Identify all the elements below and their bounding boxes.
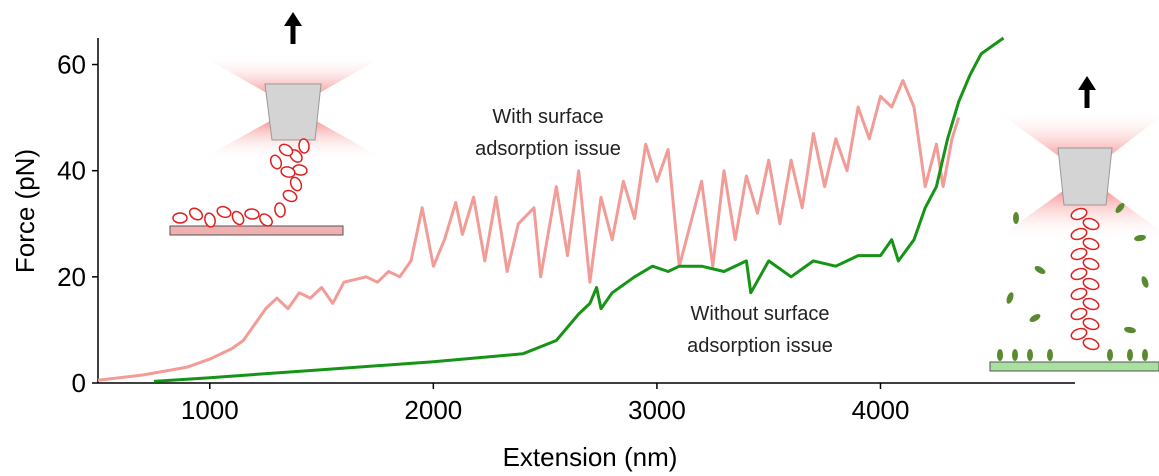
shape — [1082, 317, 1100, 331]
shape — [1115, 203, 1125, 213]
surface — [989, 361, 1159, 372]
shape — [1013, 212, 1019, 224]
shape — [1070, 327, 1088, 341]
shape — [289, 176, 303, 192]
laser-beam — [995, 110, 1159, 175]
shape — [1107, 349, 1113, 361]
shape — [282, 189, 298, 203]
shape — [997, 349, 1003, 361]
shape — [1142, 349, 1148, 361]
shape — [231, 210, 245, 226]
shape — [1082, 237, 1100, 251]
shape — [1134, 234, 1146, 242]
shape — [244, 208, 260, 220]
shape — [1082, 297, 1100, 311]
shape — [1012, 349, 1018, 361]
x-tick-label: 4000 — [852, 395, 910, 425]
annotation: Without surface adsorption issue — [687, 303, 833, 357]
shape — [1047, 349, 1053, 361]
shape — [1029, 314, 1041, 322]
shape — [1124, 326, 1136, 334]
shape — [1070, 207, 1088, 221]
shape — [1141, 276, 1149, 288]
shape — [269, 154, 283, 170]
shape — [1006, 292, 1014, 304]
y-tick-label: 20 — [57, 262, 86, 292]
shape — [1082, 277, 1100, 291]
arrow-head — [284, 12, 302, 26]
shape — [1127, 349, 1133, 361]
shape — [1082, 217, 1100, 231]
illustration-right — [989, 76, 1159, 372]
bead-holder — [1057, 147, 1113, 206]
shape — [1070, 267, 1088, 281]
shape — [259, 213, 273, 227]
shape — [280, 166, 296, 178]
shape — [298, 138, 310, 154]
shape — [188, 207, 204, 221]
bead-holder — [264, 83, 322, 141]
shape — [172, 212, 188, 224]
surface — [169, 225, 344, 236]
y-axis-label: Force (pN) — [10, 149, 40, 273]
data-line — [97, 79, 961, 382]
shape — [1070, 287, 1088, 301]
annotation: With surface adsorption issue — [475, 106, 621, 160]
y-tick-label: 0 — [72, 368, 86, 398]
shape — [1027, 349, 1033, 361]
illustration-left — [169, 12, 386, 236]
shape — [204, 212, 216, 228]
x-tick-label: 1000 — [181, 395, 239, 425]
y-tick-label: 60 — [57, 50, 86, 80]
x-tick-label: 2000 — [404, 395, 462, 425]
data-line — [153, 36, 1005, 383]
shape — [1070, 247, 1088, 261]
y-tick-label: 40 — [57, 156, 86, 186]
shape — [216, 205, 232, 219]
shape — [1034, 266, 1046, 274]
x-axis-label: Extension (nm) — [503, 442, 678, 472]
x-tick-label: 3000 — [628, 395, 686, 425]
laser-beam — [995, 175, 1159, 240]
shape — [278, 143, 294, 157]
arrow-head — [1078, 76, 1096, 90]
shape — [1070, 307, 1088, 321]
molecule-shapes — [172, 138, 1149, 361]
laser-beam — [200, 55, 386, 108]
shape — [1082, 337, 1100, 351]
shape — [1070, 227, 1088, 241]
shape — [1082, 257, 1100, 271]
shape — [274, 202, 286, 218]
